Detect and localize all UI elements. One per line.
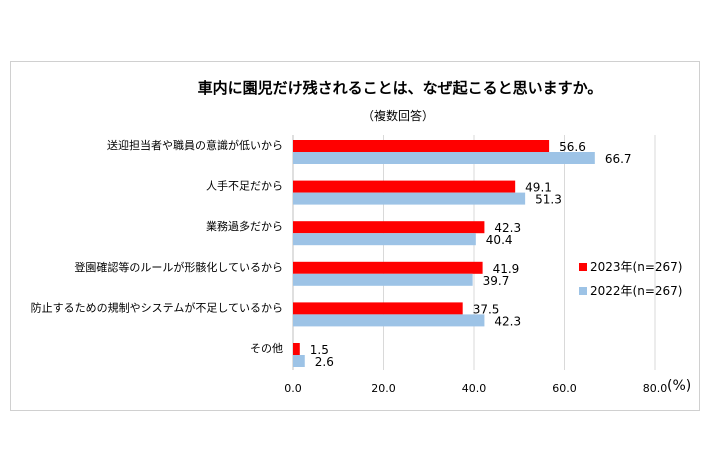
chart-title: 車内に園児だけ残されることは、なぜ起こると思いますか。	[198, 79, 603, 97]
category-label: 登園確認等のルールが形骸化しているから	[74, 260, 283, 274]
x-unit-label: (%)	[667, 378, 691, 394]
bar	[293, 314, 485, 327]
chart-subtitle: （複数回答）	[362, 108, 434, 123]
bar	[293, 233, 476, 246]
legend: 2023年(n=267) 2022年(n=267)	[579, 260, 682, 298]
value-label: 2.6	[315, 355, 334, 369]
x-tick-label: 60.0	[552, 382, 577, 395]
category-label: その他	[250, 342, 283, 355]
bar	[293, 221, 485, 234]
legend-swatch	[579, 287, 587, 295]
category-label: 人手不足だから	[206, 179, 283, 193]
bar	[293, 152, 595, 164]
bar	[293, 302, 463, 315]
value-label: 40.4	[486, 233, 513, 247]
value-label: 1.5	[310, 343, 329, 357]
bar	[293, 140, 550, 152]
value-label: 49.1	[525, 181, 552, 195]
x-tick-label: 40.0	[462, 382, 487, 395]
category-label: 送迎担当者や職員の意識が低いから	[107, 138, 283, 152]
value-label: 66.7	[605, 152, 632, 166]
value-label: 37.5	[473, 302, 500, 316]
value-label: 56.6	[559, 140, 586, 154]
bar	[293, 261, 483, 274]
gridlines	[292, 135, 656, 370]
x-tick-label: 0.0	[284, 382, 302, 395]
bar	[293, 180, 516, 193]
x-tick-label: 20.0	[371, 382, 396, 395]
legend-label: 2022年(n=267)	[590, 284, 682, 298]
bar	[293, 343, 300, 355]
bar	[293, 192, 526, 205]
x-tick-label: 80.0	[643, 382, 668, 395]
value-label: 42.3	[494, 221, 521, 235]
labels: 0.0 20.0 40.0 60.0 80.0 (%) 送迎担当者や職員の意識が低いから 56…	[31, 138, 692, 395]
bars	[293, 140, 595, 367]
value-label: 39.7	[483, 274, 510, 288]
bar	[293, 273, 473, 286]
category-label: 業務過多だから	[206, 219, 283, 233]
value-label: 42.3	[494, 314, 521, 328]
chart-frame	[10, 61, 700, 411]
value-label: 51.3	[535, 193, 562, 207]
category-label: 防止するための規制やシステムが不足しているから	[31, 300, 283, 314]
legend-label: 2023年(n=267)	[590, 260, 682, 274]
bar	[293, 355, 305, 367]
value-label: 41.9	[493, 262, 520, 276]
legend-swatch	[579, 263, 587, 271]
